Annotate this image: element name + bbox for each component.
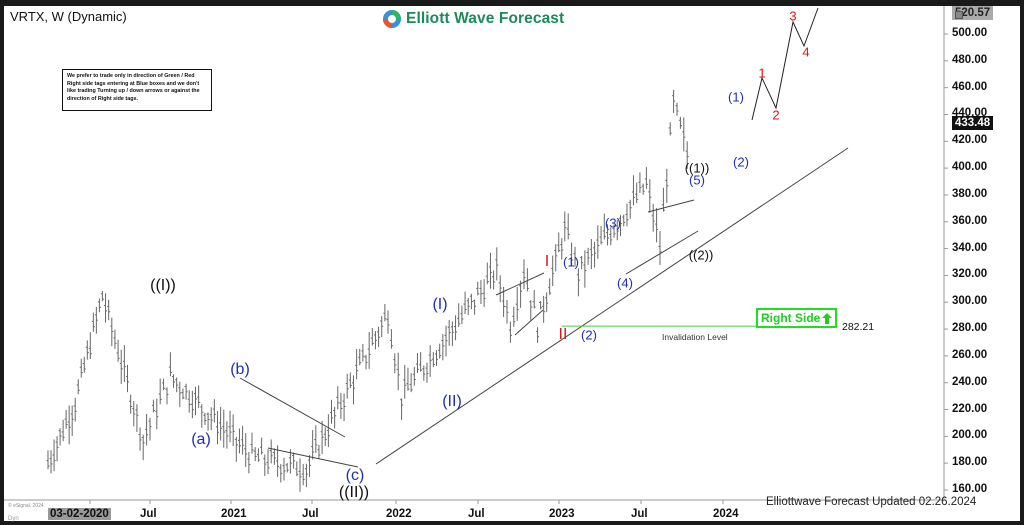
wave-label: 4 [802,44,810,60]
wave-label: (3) [605,215,621,231]
wave-label: (b) [230,361,250,378]
wave-label: ((II)) [338,484,370,501]
brand-name: Elliott Wave Forecast [406,10,565,27]
wave-label: (1) [728,89,744,105]
y-tick-label: 480.00 [952,53,988,66]
wave-label: 1 [758,65,766,81]
x-tick-label: Jul [302,508,319,520]
wave-label: 2 [772,107,780,123]
y-tick-label: 460.00 [952,80,988,93]
trading-note: We prefer to trade only in direction of … [62,69,212,111]
y-tick-label: 320.00 [952,268,988,281]
dyn-label: Dyn [8,516,19,522]
y-tick-label: 200.00 [952,429,988,442]
y-tick-label: 420.00 [952,134,988,147]
copyright: © eSignal, 2024 [8,503,44,509]
invalidation-label: Invalidation Level [662,332,728,342]
wave-label: I [544,253,550,270]
y-tick-label: 340.00 [952,241,988,254]
y-tick-label: 500.00 [952,27,988,39]
last-price-tag: 433.48 [952,116,994,130]
x-tick-label: 03-02-2020 [48,508,111,520]
y-tick-label: 260.00 [952,348,988,361]
wave-label: II [558,326,568,343]
wave-label: (2) [581,327,597,343]
invalidation-price: 282.21 [842,321,875,333]
wave-label: (5) [689,172,705,188]
arrow-up-icon [822,312,833,324]
price-chart[interactable] [4,6,1020,521]
wave-label: ((1)) [684,160,710,176]
elliott-wave-logo-icon [383,10,401,28]
chart-title: VRTX, W (Dynamic) [10,9,127,24]
wave-label: ((2)) [688,247,714,263]
y-tick-label: 160.00 [952,483,988,495]
wave-label: (II) [442,393,462,410]
y-tick-label: 380.00 [952,187,988,200]
right-side-label: Right Side [761,311,821,325]
settings-icon[interactable] [955,11,963,19]
y-tick-label: 400.00 [952,161,988,174]
wave-label: (2) [733,154,749,170]
wave-label: 3 [789,8,797,24]
x-tick-label: 2021 [221,508,247,520]
x-tick-label: Jul [468,508,485,520]
x-tick-label: 2023 [549,508,575,520]
updated-footer: Elliottwave Forecast Updated 02.26.2024 [766,496,977,508]
y-tick-label: 300.00 [952,295,988,308]
x-tick-label: Jul [140,508,157,520]
wave-label: (4) [617,275,633,291]
y-tick-label: 240.00 [952,375,988,388]
y-tick-label: 280.00 [952,322,988,335]
x-tick-label: 2022 [386,508,412,520]
y-tick-label: 220.00 [952,402,988,415]
wave-label: (1) [563,254,579,270]
wave-label: (a) [191,431,211,448]
brand-logo: Elliott Wave Forecast [382,9,564,29]
x-tick-label: Jul [631,508,648,520]
right-side-tag: Right Side [756,308,838,328]
wave-label: (c) [345,467,365,484]
y-tick-label: 360.00 [952,214,988,227]
chart-plot-area[interactable]: VRTX, W (Dynamic) Elliott Wave Forecast … [4,6,1020,522]
x-tick-label: 2024 [713,508,739,520]
wave-label: (I) [432,296,448,313]
wave-label: ((I)) [150,277,176,294]
y-tick-label: 180.00 [952,456,988,469]
